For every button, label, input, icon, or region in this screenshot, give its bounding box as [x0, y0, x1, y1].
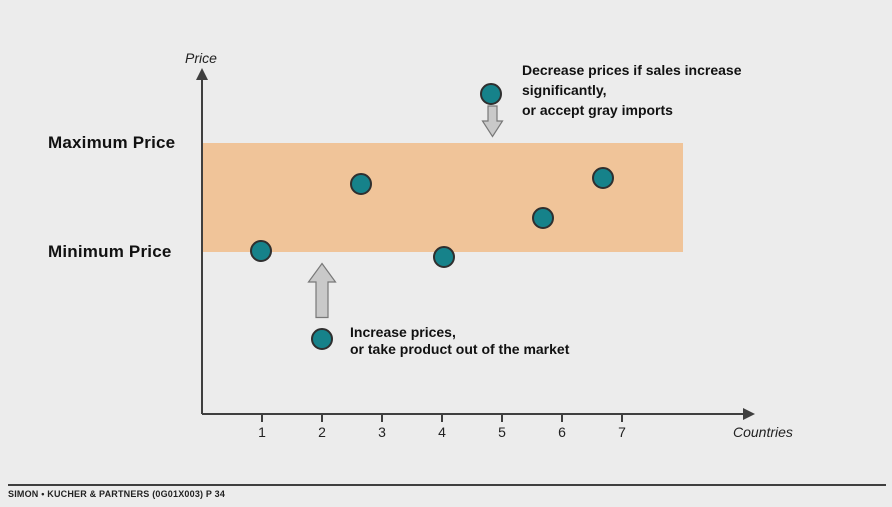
x-tick-6: [561, 414, 563, 422]
minimum-price-label: Minimum Price: [48, 242, 172, 261]
annotation-decrease-prices: Decrease prices if sales increase signif…: [522, 60, 742, 120]
x-tick-2: [321, 414, 323, 422]
data-point-country-4: [432, 246, 455, 269]
decrease-arrow-icon: [481, 105, 504, 138]
x-tick-label-6: 6: [558, 424, 566, 440]
annotation-line: or take product out of the market: [350, 341, 570, 357]
data-point-country-5: [480, 82, 503, 105]
data-point-country-6: [531, 207, 554, 230]
data-point-country-7: [591, 166, 614, 189]
annotation-line: significantly,: [522, 82, 607, 98]
footer-text: SIMON • KUCHER & PARTNERS (0G01X003) P 3…: [8, 489, 226, 499]
x-tick-label-4: 4: [438, 424, 446, 440]
x-axis-arrowhead-icon: [743, 408, 755, 420]
x-tick-label-7: 7: [618, 424, 626, 440]
x-tick-label-3: 3: [378, 424, 386, 440]
data-point-country-3: [350, 173, 372, 196]
annotation-increase-prices: Increase prices, or take product out of …: [350, 324, 569, 358]
annotation-line: Increase prices,: [350, 324, 456, 340]
x-axis: [202, 413, 746, 415]
maximum-price-label: Maximum Price: [48, 133, 176, 152]
y-axis: [201, 79, 203, 414]
x-tick-3: [381, 414, 383, 422]
data-point-country-1: [249, 239, 272, 262]
y-axis-label: Price: [185, 50, 217, 66]
price-corridor-band: [203, 143, 683, 252]
footer-divider: [8, 484, 886, 486]
x-tick-1: [261, 414, 263, 422]
x-tick-label-1: 1: [258, 424, 266, 440]
x-axis-label: Countries: [733, 424, 793, 440]
data-point-country-2: [311, 328, 333, 351]
x-tick-7: [621, 414, 623, 422]
y-axis-arrowhead-icon: [196, 68, 208, 80]
increase-arrow-icon: [307, 262, 337, 319]
annotation-line: Decrease prices if sales increase: [522, 62, 742, 78]
annotation-line: or accept gray imports: [522, 102, 673, 118]
x-tick-label-2: 2: [318, 424, 326, 440]
x-tick-5: [501, 414, 503, 422]
x-tick-4: [441, 414, 443, 422]
x-tick-label-5: 5: [498, 424, 506, 440]
